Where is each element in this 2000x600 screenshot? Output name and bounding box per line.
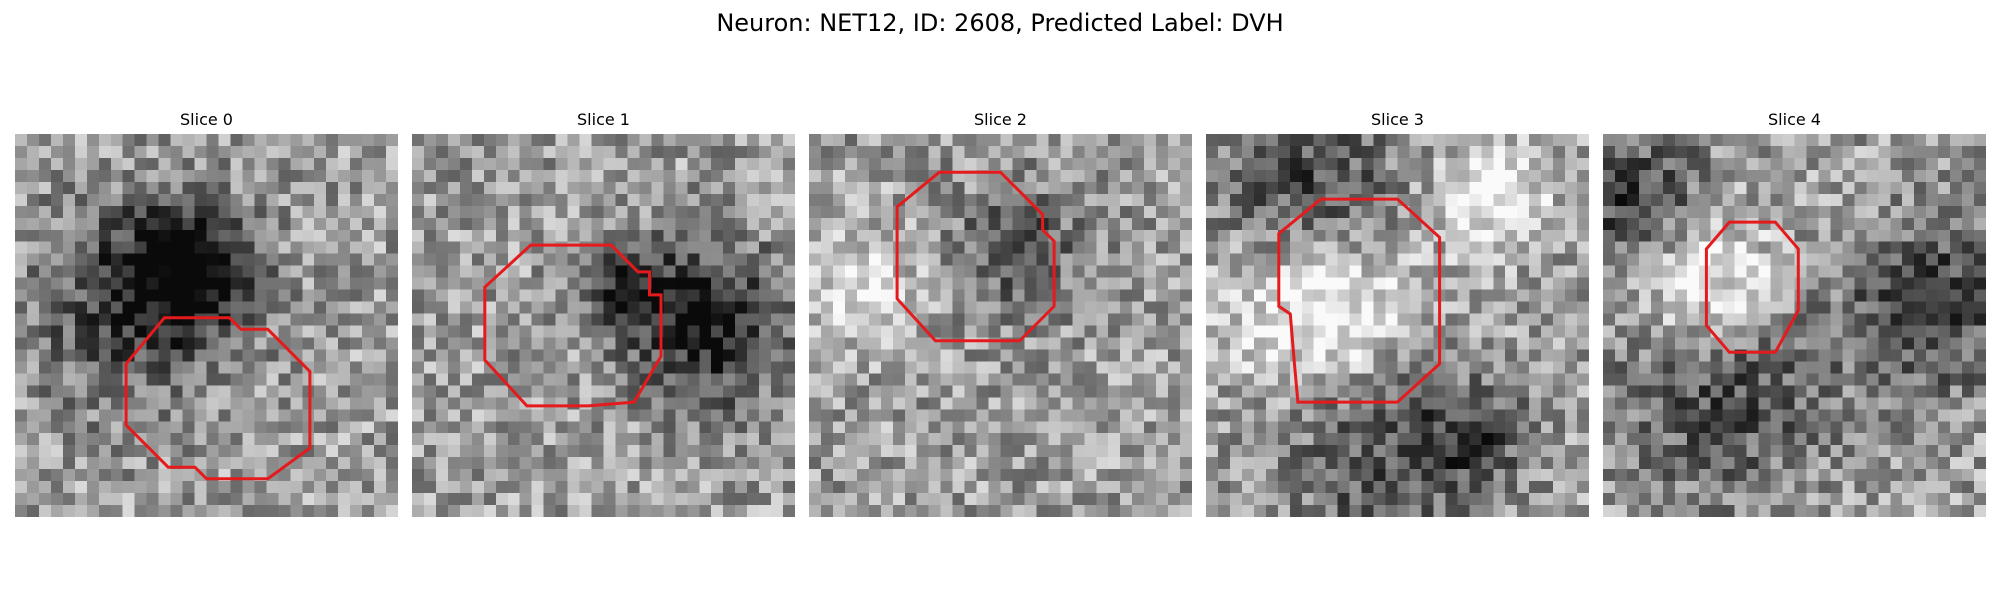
slice-title: Slice 3 <box>1371 110 1424 129</box>
slice-image <box>412 134 795 517</box>
figure-title: Neuron: NET12, ID: 2608, Predicted Label… <box>716 9 1284 37</box>
roi-contour <box>124 316 312 481</box>
pixel-grid <box>15 134 398 517</box>
slice-title: Slice 1 <box>577 110 630 129</box>
pixel-grid <box>809 134 1192 517</box>
roi-contour <box>1277 197 1442 404</box>
slice-title: Slice 4 <box>1768 110 1821 129</box>
slice-image <box>809 134 1192 517</box>
pixel-grid <box>1206 134 1589 517</box>
pixel-grid <box>1603 134 1986 517</box>
pixel-grid <box>412 134 795 517</box>
slice-title: Slice 0 <box>180 110 233 129</box>
slice-image <box>15 134 398 517</box>
slice-title: Slice 2 <box>974 110 1027 129</box>
slice-image <box>1206 134 1589 517</box>
roi-contour <box>895 170 1056 343</box>
slice-image <box>1603 134 1986 517</box>
roi-contour <box>483 243 663 408</box>
roi-contour <box>1704 220 1800 354</box>
